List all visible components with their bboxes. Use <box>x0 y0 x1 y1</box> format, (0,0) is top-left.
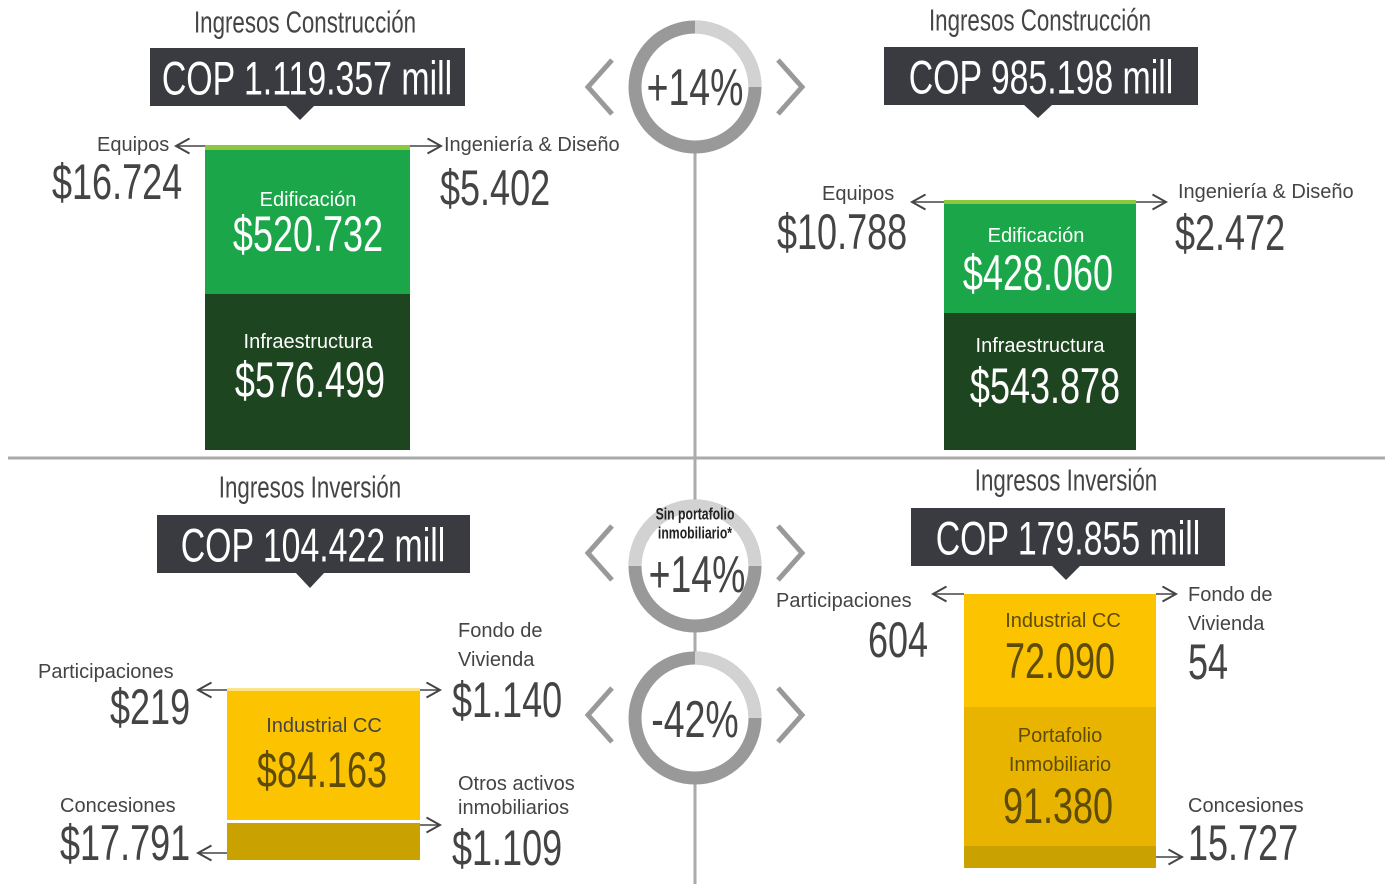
label: Infraestructura <box>975 335 1105 357</box>
pointer <box>295 572 325 588</box>
value: 91.380 <box>1002 778 1114 834</box>
badge-text: +14% <box>646 59 744 117</box>
badge <box>628 499 762 633</box>
segment <box>964 707 1156 846</box>
box <box>911 508 1225 566</box>
label: Otros activos <box>458 773 575 795</box>
segment <box>964 594 1156 707</box>
label: Ingeniería & Diseño <box>1178 181 1354 203</box>
badges <box>584 20 806 785</box>
segment <box>227 688 420 691</box>
badge-text: -42% <box>651 691 739 749</box>
segment <box>205 145 410 150</box>
total: COP 1.119.357 mill <box>161 51 453 105</box>
total-boxes <box>150 47 1225 588</box>
value: 72.090 <box>1004 633 1116 689</box>
badge-note: inmobiliario* <box>657 523 733 543</box>
badge <box>628 651 762 785</box>
pointer <box>1051 565 1081 580</box>
value: $2.472 <box>1175 205 1286 261</box>
badge-note: Sin portafolio <box>655 504 735 524</box>
value: $520.732 <box>232 206 384 262</box>
total: COP 179.855 mill <box>935 511 1201 565</box>
label: Fondo de <box>458 620 543 642</box>
label: Equipos <box>822 183 895 205</box>
value: $219 <box>110 679 191 735</box>
chevrons <box>584 58 806 744</box>
title: Ingresos Construcción <box>928 2 1152 38</box>
value: $84.163 <box>256 742 388 798</box>
segment <box>205 150 410 294</box>
label: Infraestructura <box>243 331 373 353</box>
segment <box>944 200 1136 204</box>
label: inmobiliarios <box>458 797 570 819</box>
box <box>150 48 465 106</box>
label: Edificación <box>987 225 1085 247</box>
label: Participaciones <box>776 590 912 612</box>
label: Concesiones <box>60 795 176 817</box>
segment <box>227 823 420 860</box>
title: Ingresos Inversión <box>218 469 402 505</box>
title: Ingresos Construcción <box>193 4 417 40</box>
segment <box>227 691 420 820</box>
label: Vivienda <box>1188 613 1265 635</box>
label: Inmobiliario <box>1008 754 1112 776</box>
label: Vivienda <box>458 649 535 671</box>
label: Concesiones <box>1188 795 1304 817</box>
value: $5.402 <box>440 160 551 216</box>
label: Ingeniería & Diseño <box>444 134 620 156</box>
label: Edificación <box>259 189 357 211</box>
segment <box>944 204 1136 313</box>
box <box>884 47 1198 105</box>
bars <box>205 145 1156 868</box>
value: 54 <box>1188 634 1229 690</box>
value: 15.727 <box>1188 815 1299 871</box>
label: Industrial CC <box>266 715 382 737</box>
arrows <box>173 137 1185 866</box>
badge-text: +14% <box>648 546 746 604</box>
label: Industrial CC <box>1005 610 1121 632</box>
value: $17.791 <box>60 815 191 871</box>
pointer <box>1023 104 1053 118</box>
label: Fondo de <box>1188 584 1273 606</box>
label: Equipos <box>97 134 170 156</box>
title: Ingresos Inversión <box>974 462 1158 498</box>
segment <box>944 313 1136 450</box>
box <box>157 515 470 573</box>
total: COP 104.422 mill <box>180 518 446 572</box>
label: Portafolio <box>1017 725 1103 747</box>
value: $10.788 <box>777 204 908 260</box>
value: $543.878 <box>969 358 1121 414</box>
value: $1.109 <box>452 820 563 876</box>
label: Participaciones <box>38 661 174 683</box>
value: $16.724 <box>52 154 183 210</box>
value: 604 <box>868 612 929 668</box>
total: COP 985.198 mill <box>908 50 1174 104</box>
segment <box>205 294 410 450</box>
pointer <box>285 105 315 120</box>
segment <box>964 846 1156 868</box>
value: $1.140 <box>452 672 563 728</box>
value: $428.060 <box>962 245 1114 301</box>
badge <box>628 20 762 154</box>
value: $576.499 <box>234 352 386 408</box>
